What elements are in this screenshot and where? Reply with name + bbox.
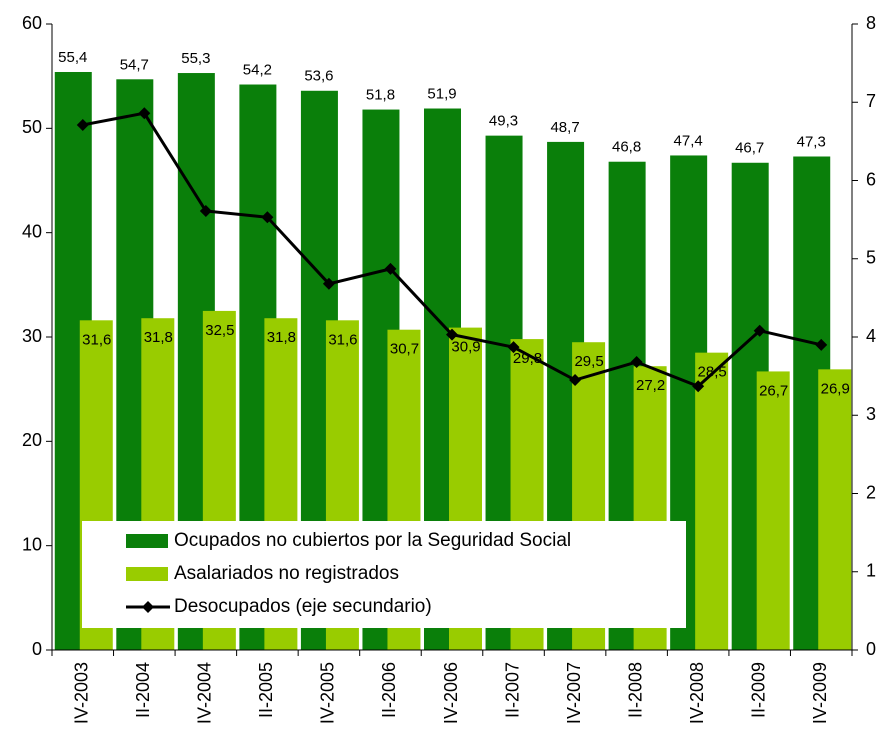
bar (695, 352, 729, 650)
value-label: 29,8 (513, 350, 542, 367)
y2-tick-label: 2 (866, 482, 876, 502)
marker (569, 374, 582, 387)
marker (692, 380, 705, 393)
y-tick-label: 40 (22, 221, 42, 241)
x-tick-label: II-2008 (625, 662, 645, 718)
y-tick-label: 60 (22, 13, 42, 33)
marker (199, 205, 212, 218)
x-tick-label: II-2009 (748, 662, 768, 718)
y2-tick-label: 8 (866, 13, 876, 33)
marker (384, 262, 397, 275)
value-label: 31,8 (267, 329, 296, 346)
marker (446, 328, 458, 341)
legend-label: Desocupados (eje secundario) (174, 596, 432, 617)
bar (756, 371, 790, 650)
x-tick-label: II-2005 (256, 662, 276, 718)
y-tick-label: 10 (22, 534, 42, 554)
marker (138, 107, 151, 120)
x-tick-label: II-2007 (502, 662, 522, 718)
value-label: 27,2 (636, 377, 665, 394)
legend-label: Ocupados no cubiertos por la Seguridad S… (174, 530, 571, 551)
legend-swatch (126, 534, 168, 548)
marker (753, 324, 766, 337)
value-label: 51,9 (427, 85, 456, 102)
value-label: 47,4 (674, 132, 703, 149)
value-label: 53,6 (304, 68, 333, 85)
legend-marker (142, 601, 154, 613)
value-label: 30,9 (451, 339, 480, 356)
x-tick-label: IV-2003 (72, 662, 92, 724)
value-label: 31,8 (144, 329, 173, 346)
value-label: 26,9 (821, 380, 850, 397)
value-label: 54,7 (120, 56, 149, 73)
y2-tick-label: 1 (866, 561, 876, 581)
marker (322, 277, 335, 290)
x-tick-label: IV-2006 (441, 662, 461, 724)
value-label: 26,7 (759, 382, 788, 399)
y2-tick-label: 3 (866, 404, 876, 424)
value-label: 31,6 (328, 331, 357, 348)
y-tick-label: 20 (22, 430, 42, 450)
value-label: 55,4 (58, 49, 87, 66)
x-tick-label: IV-2005 (318, 662, 338, 724)
value-label: 29,5 (574, 353, 603, 370)
value-label: 49,3 (489, 113, 518, 130)
value-label: 47,3 (797, 133, 826, 150)
value-label: 31,6 (82, 331, 111, 348)
y-tick-label: 30 (22, 326, 42, 346)
y2-tick-label: 0 (866, 639, 876, 659)
x-tick-label: II-2006 (379, 662, 399, 718)
x-tick-label: II-2004 (133, 662, 153, 718)
x-tick-label: IV-2008 (687, 662, 707, 724)
value-label: 51,8 (366, 87, 395, 104)
marker (261, 211, 274, 224)
y2-tick-label: 5 (866, 248, 876, 268)
legend-box (82, 521, 686, 628)
marker (815, 338, 828, 351)
y-tick-label: 50 (22, 117, 42, 137)
x-tick-label: IV-2004 (195, 662, 215, 724)
y2-tick-label: 6 (866, 169, 876, 189)
x-tick-label: IV-2007 (564, 662, 584, 724)
y2-tick-label: 7 (866, 91, 876, 111)
marker (76, 118, 89, 131)
value-label: 46,8 (612, 139, 641, 156)
value-label: 48,7 (550, 119, 579, 136)
legend-label: Asalariados no registrados (174, 563, 399, 584)
x-tick-label: IV-2009 (810, 662, 830, 724)
marker (507, 341, 520, 354)
value-label: 30,7 (390, 341, 419, 358)
marker (630, 356, 643, 369)
y2-tick-label: 4 (866, 326, 876, 346)
value-label: 46,7 (735, 140, 764, 157)
bar (818, 369, 852, 650)
y-tick-label: 0 (32, 639, 42, 659)
value-label: 32,5 (205, 322, 234, 339)
value-label: 55,3 (181, 50, 210, 67)
legend-swatch (126, 567, 168, 581)
value-label: 54,2 (243, 61, 272, 78)
